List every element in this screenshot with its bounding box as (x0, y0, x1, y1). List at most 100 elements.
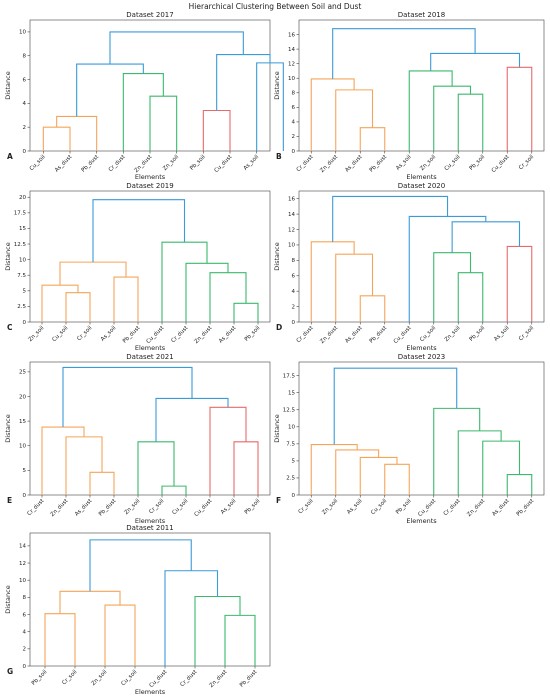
dendrogram-link (335, 449, 380, 495)
y-tick-label: 10 (19, 257, 26, 263)
dendrogram-link (89, 539, 192, 592)
x-axis-label: Elements (135, 517, 166, 525)
y-tick-label: 4 (23, 101, 27, 107)
y-tick-label: 10 (288, 76, 295, 82)
leaf-label: As_soil (346, 498, 364, 516)
leaf-label: Zn_soil (162, 154, 180, 172)
leaf-label: Cu_dust (393, 325, 413, 345)
dendrogram-link (233, 441, 259, 495)
dendrogram-link (41, 284, 79, 322)
panel-title: Dataset 2023 (398, 353, 445, 361)
dendrogram-link (62, 366, 193, 428)
y-tick-label: 5 (292, 459, 296, 465)
y-tick-label: 25 (19, 370, 26, 376)
panel-title: Dataset 2019 (126, 182, 173, 190)
plot-frame (298, 190, 545, 323)
y-tick-label: 15 (288, 390, 295, 396)
y-tick-label: 10 (288, 425, 295, 431)
leaf-label: Cr_dust (443, 498, 463, 518)
plot-frame (298, 361, 545, 496)
dendrogram-link (65, 292, 91, 322)
dendrogram-link (89, 471, 115, 495)
panel-letter: E (7, 496, 12, 505)
dendrogram-link (224, 614, 256, 666)
y-tick-label: 16 (288, 32, 295, 38)
panel-title: Dataset 2020 (398, 182, 445, 190)
dendrogram-link (359, 295, 386, 322)
y-tick-label: 2 (292, 134, 296, 140)
y-tick-label: 12 (288, 227, 295, 233)
dendrogram-link (430, 52, 521, 71)
dendrogram-link (451, 221, 521, 253)
leaf-label: Zn_dust (319, 325, 339, 345)
leaf-label: Zn_soil (419, 154, 437, 172)
dendrogram-link (149, 95, 178, 151)
leaf-label: Zn_dust (194, 325, 214, 345)
dendrogram-link (161, 241, 208, 322)
dendrogram-link (122, 73, 164, 151)
leaf-label: As_soil (100, 325, 118, 343)
dendrogram-link (209, 406, 247, 495)
leaf-label: Zn_dust (466, 498, 486, 518)
y-tick-label: 2 (292, 304, 296, 310)
plot-frame (29, 190, 271, 323)
y-tick-label: 15 (19, 419, 26, 425)
y-tick-label: 5 (23, 468, 27, 474)
leaf-label: Zn_dust (50, 498, 70, 518)
leaf-label: Pb_dust (516, 498, 536, 518)
dendrogram-link (42, 126, 71, 151)
dendrogram-link (359, 127, 386, 151)
y-tick-label: 0 (23, 149, 27, 155)
dendrogram-link (209, 272, 247, 322)
leaf-label: Cr_dust (108, 154, 128, 174)
x-axis-label: Elements (135, 173, 166, 181)
dendrogram-link (233, 302, 259, 322)
panel-title: Dataset 2021 (126, 353, 173, 361)
leaf-label: Pb_soil (189, 154, 207, 172)
leaf-label: As_dust (344, 154, 364, 174)
dendrogram-link (310, 443, 358, 495)
y-tick-label: 0 (292, 149, 296, 155)
leaf-label: Cu_dust (214, 154, 234, 174)
leaf-label: Pb_soil (244, 498, 262, 516)
leaf-label: Cr_soil (298, 498, 315, 515)
leaf-label: Zn_dust (319, 154, 339, 174)
figure-title: Hierarchical Clustering Between Soil and… (189, 2, 362, 11)
dendrogram-link (59, 261, 127, 286)
leaf-label: Cu_dust (146, 325, 166, 345)
y-tick-label: 10 (19, 30, 26, 36)
leaf-label: Pb_soil (469, 325, 487, 343)
dendrogram-link (408, 215, 487, 322)
leaf-label: Zn_soil (444, 325, 462, 343)
leaf-label: Cu_soil (444, 154, 462, 172)
leaf-label: Cr_dust (296, 325, 316, 345)
leaf-label: As_dust (218, 325, 238, 345)
dendrogram-panel-e: 0 5 10 15 20 25 Cr_dust Zn_dust As_dust Pb_dust Zn… (4, 353, 271, 525)
leaf-label: Cr_soil (76, 325, 93, 342)
dendrogram-link (332, 195, 449, 242)
dendrogram-link (104, 604, 136, 666)
leaf-label: Cu_soil (29, 154, 47, 172)
leaf-label: As_soil (220, 498, 238, 516)
leaf-label: Cu_soil (120, 669, 138, 687)
dendrogram-link (359, 456, 398, 495)
dendrogram-link (194, 595, 241, 666)
y-tick-label: 14 (288, 212, 295, 218)
y-tick-label: 17.5 (283, 373, 296, 379)
x-axis-label: Elements (135, 688, 166, 696)
leaf-label: As_dust (74, 498, 94, 518)
x-axis-label: Elements (406, 344, 437, 352)
leaf-label: Cr_soil (518, 325, 535, 342)
dendrogram-panel-g: 0 2 4 6 8 10 12 14 Pb_soil Cr_soil Zn_soil Cu_soil C… (4, 524, 271, 696)
panel-letter: B (276, 152, 282, 161)
leaf-label: Cu_soil (370, 498, 388, 516)
leaf-label: Zn_dust (134, 154, 154, 174)
x-axis-label: Elements (406, 173, 437, 181)
dendrogram-link (433, 85, 472, 151)
dendrogram-link (457, 272, 484, 322)
dendrogram-panel-d: 0 2 4 6 8 10 12 14 16 Cr_dust Zn_dust As_dust Pb_dus… (273, 182, 545, 352)
leaf-label: Pb_dust (122, 325, 142, 345)
leaf-label: Zn_dust (209, 669, 229, 689)
dendrogram-link (333, 367, 458, 445)
